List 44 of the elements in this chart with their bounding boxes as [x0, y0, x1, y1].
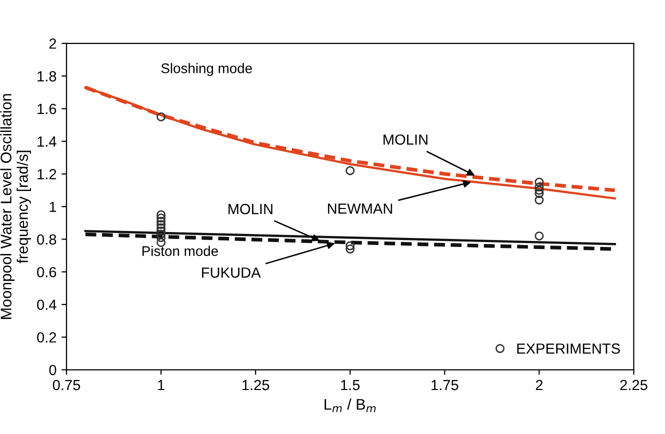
- point: [156, 220, 166, 230]
- point: [534, 231, 544, 240]
- point: [534, 196, 544, 205]
- point: [156, 216, 166, 226]
- legend-label: EXPERIMENTS: [517, 343, 620, 354]
- x-axis-title: L$_{m}$ / B$_{m}$: [324, 398, 376, 412]
- point: [346, 166, 355, 176]
- point: [156, 223, 166, 232]
- y-tick-label: 1.8: [38, 71, 56, 82]
- y-tick-label: 1.2: [38, 169, 56, 180]
- x-tick-label: 2.25: [620, 380, 648, 390]
- point: [346, 244, 355, 254]
- point: [156, 210, 166, 220]
- y-tick-label: 1.4: [38, 136, 56, 147]
- point: [346, 241, 355, 250]
- point: [156, 233, 166, 242]
- y-tick-label: 0: [49, 364, 56, 376]
- x-tick-label: 1.5: [341, 380, 360, 390]
- annotation: NEWMAN: [328, 204, 392, 214]
- y-tick-label: 0.8: [37, 234, 56, 245]
- x-tick-label: 2: [536, 380, 543, 390]
- annotation: MOLIN: [228, 204, 272, 214]
- point: [156, 112, 166, 122]
- annotation: Piston mode: [142, 246, 218, 256]
- annotation: Sloshing mode: [161, 63, 252, 76]
- annotation: FUKUDA: [202, 268, 261, 278]
- point: [534, 186, 544, 195]
- point: [534, 189, 544, 198]
- y-tick-label: 1.6: [38, 104, 56, 114]
- point: [156, 230, 166, 239]
- point: [534, 178, 544, 187]
- y-tick-label: 0.2: [37, 332, 56, 343]
- point: [156, 213, 166, 223]
- y-tick-label: 0.6: [37, 266, 56, 278]
- y-axis-title: Moonpool Water Level Oscillation frequency [rad/s]: [0, 94, 31, 319]
- y-tick-label: 2: [49, 38, 56, 49]
- y-tick-label: 1: [50, 202, 56, 212]
- x-tick-label: 1.25: [242, 380, 270, 390]
- annotation: MOLIN: [384, 134, 428, 145]
- y-tick-label: 0.4: [37, 300, 56, 310]
- point: [534, 182, 544, 192]
- x-tick-label: 1.75: [432, 380, 458, 390]
- x-tick-label: 1: [158, 380, 164, 390]
- x-tick-label: 0.75: [52, 380, 80, 390]
